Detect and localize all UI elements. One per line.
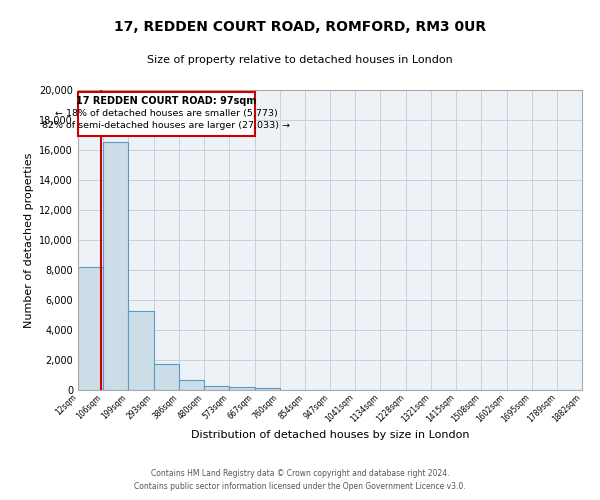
Bar [229, 387, 254, 390]
Bar [204, 386, 229, 390]
FancyBboxPatch shape [78, 92, 254, 136]
Bar [128, 310, 154, 390]
Text: 82% of semi-detached houses are larger (27,033) →: 82% of semi-detached houses are larger (… [42, 121, 290, 130]
Text: ← 18% of detached houses are smaller (5,773): ← 18% of detached houses are smaller (5,… [55, 108, 278, 118]
Text: Contains HM Land Registry data © Crown copyright and database right 2024.: Contains HM Land Registry data © Crown c… [151, 469, 449, 478]
Bar [179, 380, 204, 390]
Text: 17, REDDEN COURT ROAD, ROMFORD, RM3 0UR: 17, REDDEN COURT ROAD, ROMFORD, RM3 0UR [114, 20, 486, 34]
X-axis label: Distribution of detached houses by size in London: Distribution of detached houses by size … [191, 430, 469, 440]
Text: 17 REDDEN COURT ROAD: 97sqm: 17 REDDEN COURT ROAD: 97sqm [76, 96, 256, 106]
Text: Contains public sector information licensed under the Open Government Licence v3: Contains public sector information licen… [134, 482, 466, 491]
Text: Size of property relative to detached houses in London: Size of property relative to detached ho… [147, 55, 453, 65]
Bar [103, 142, 128, 390]
Bar [254, 388, 280, 390]
Bar [154, 364, 179, 390]
Y-axis label: Number of detached properties: Number of detached properties [24, 152, 34, 328]
Bar [78, 267, 103, 390]
